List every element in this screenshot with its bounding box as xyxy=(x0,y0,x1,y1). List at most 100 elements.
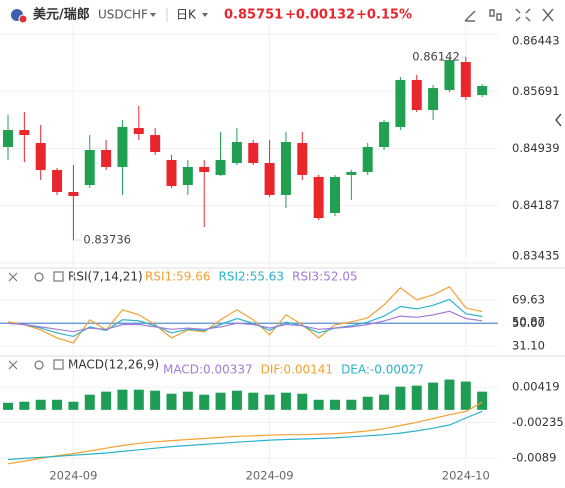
panel-tools xyxy=(8,271,64,370)
dropdown-icon[interactable] xyxy=(202,13,208,17)
indicator-title: MACD(12,26,9) xyxy=(68,358,159,372)
candle-body xyxy=(52,170,63,192)
change-pct: +0.15% xyxy=(356,8,412,23)
y-tick-label: -0.0089 xyxy=(512,450,556,464)
histogram-bar xyxy=(264,394,275,410)
candle-body xyxy=(330,177,340,213)
collapse-arrow[interactable] xyxy=(555,113,562,127)
histogram-bar xyxy=(460,381,471,410)
histogram-bar xyxy=(411,385,422,410)
candle-body xyxy=(280,142,291,195)
close-icon[interactable] xyxy=(542,8,554,22)
period[interactable]: 日K xyxy=(176,8,197,22)
candle-body xyxy=(346,171,357,175)
histogram-bar xyxy=(362,396,373,410)
code[interactable]: USDCHF xyxy=(98,8,148,22)
histogram-bar xyxy=(330,399,340,410)
legend-entry: DIF:0.00141 xyxy=(261,363,333,377)
histogram-bar xyxy=(133,389,144,410)
y-tick-label: 0.84939 xyxy=(512,141,560,155)
x-tick-label: 2024-09 xyxy=(246,469,294,483)
candle-body xyxy=(166,159,177,186)
y-tick-label: 31.10 xyxy=(512,338,545,352)
legend-entry: MACD:0.00337 xyxy=(163,363,253,377)
histogram-bar xyxy=(215,392,226,410)
settings-icon[interactable] xyxy=(34,272,44,282)
y-tick-label: 0.84187 xyxy=(512,198,560,212)
histogram-bar xyxy=(19,401,30,410)
candle-body xyxy=(35,143,46,171)
price: 0.85751 xyxy=(224,8,283,23)
histogram-bar xyxy=(68,401,79,410)
candle-body xyxy=(428,88,439,111)
candle-body xyxy=(199,166,210,172)
candle-body xyxy=(444,59,455,91)
candle-body xyxy=(68,191,79,197)
low-annotation: 0.83736 xyxy=(83,232,131,246)
candle-body xyxy=(117,126,128,167)
y-tick-label: 50.00 xyxy=(512,316,545,330)
indicator-line xyxy=(7,286,483,344)
y-tick-label: 50.87 xyxy=(512,315,545,329)
candle-icon[interactable] xyxy=(489,9,502,21)
close-icon[interactable] xyxy=(8,360,18,370)
flag-icon xyxy=(18,14,28,24)
candle-body xyxy=(248,143,259,164)
candle-body xyxy=(231,142,242,164)
indicator-line xyxy=(7,410,483,461)
toggle-icon[interactable] xyxy=(53,271,64,282)
candle-body xyxy=(3,130,13,147)
histogram-bar xyxy=(444,379,455,410)
histogram-bar xyxy=(117,389,128,410)
legend-entry: RSI2:55.63 xyxy=(219,270,285,284)
close-icon[interactable] xyxy=(8,272,18,282)
settings-icon[interactable] xyxy=(34,360,44,370)
histogram-bar xyxy=(297,393,308,410)
histogram-bar xyxy=(379,394,390,410)
candle-body xyxy=(395,79,406,127)
candle-body xyxy=(460,62,471,98)
legend-entry: RSI1:59.66 xyxy=(145,270,211,284)
symbol: 美元/瑞郎 xyxy=(33,7,90,23)
change: +0.00132 xyxy=(285,8,355,23)
fullscreen-icon[interactable] xyxy=(515,8,531,22)
x-tick-label: 2024-09 xyxy=(49,469,97,483)
candle-body xyxy=(477,85,488,96)
toggle-icon[interactable] xyxy=(53,359,64,370)
histogram-bar xyxy=(84,394,95,410)
candle-body xyxy=(264,163,275,195)
candle-body xyxy=(297,143,308,175)
y-tick-label: 0.86443 xyxy=(512,34,560,48)
candle-body xyxy=(362,146,373,172)
candle-body xyxy=(411,79,422,111)
histogram-bar xyxy=(3,402,13,410)
indicator-line xyxy=(7,310,483,333)
legend-entry: RSI3:52.05 xyxy=(292,270,358,284)
histogram-bar xyxy=(346,399,357,410)
candle-body xyxy=(215,159,226,175)
indicator-title: RSI(7,14,21) xyxy=(68,270,143,284)
histogram-bar xyxy=(280,392,291,410)
histogram-bar xyxy=(248,392,259,410)
candle-body xyxy=(101,150,112,167)
histogram-bar xyxy=(182,391,193,410)
histogram-bar xyxy=(199,394,210,410)
histogram-bar xyxy=(395,386,406,410)
toolbar xyxy=(464,8,554,22)
candle-body xyxy=(379,122,390,147)
high-annotation: 0.86142 xyxy=(412,50,460,64)
candle-body xyxy=(133,128,144,134)
candle-body xyxy=(150,135,161,152)
candle-body xyxy=(19,130,30,136)
y-tick-label: 69.63 xyxy=(512,292,545,306)
candle-body xyxy=(182,166,193,185)
histogram-bar xyxy=(52,399,63,410)
candle-body xyxy=(313,177,324,219)
y-tick-label: -0.00235 xyxy=(512,415,564,429)
indicator-line xyxy=(7,401,483,465)
dropdown-icon[interactable] xyxy=(150,13,156,17)
draw-icon[interactable] xyxy=(464,10,476,22)
y-tick-label: 0.00419 xyxy=(512,380,560,394)
legend-entry: DEA:-0.00027 xyxy=(341,363,424,377)
